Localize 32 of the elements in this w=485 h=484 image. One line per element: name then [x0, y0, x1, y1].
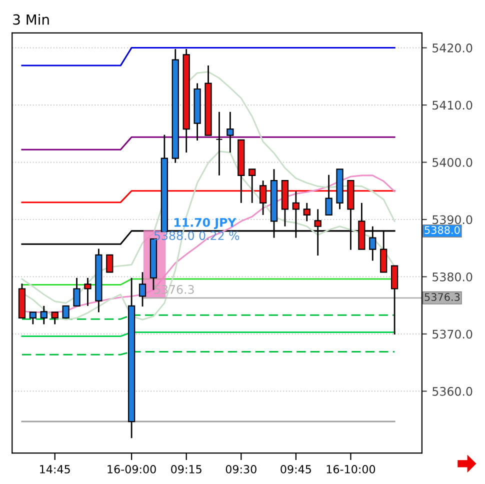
y-tick-label: 5360.0: [432, 386, 472, 396]
candlestick: [40, 305, 48, 325]
candlestick: [106, 254, 114, 273]
y-tick-label: 5410.0: [432, 100, 472, 110]
y-tick-label: 5370.0: [432, 330, 472, 339]
annotation: 11.70 JPY: [174, 218, 236, 230]
candlestick: [29, 312, 37, 325]
candlestick: [226, 111, 234, 154]
candlestick: [259, 180, 267, 216]
x-tick-label: 14:45: [40, 465, 70, 474]
ref-line-label: 5376.3: [424, 293, 460, 301]
candlestick: [73, 277, 80, 307]
chart-title: 3 Min: [13, 14, 49, 25]
candlestick: [325, 174, 332, 216]
y-tick-label: 5390.0: [432, 215, 472, 224]
y-tick-label: 5400.0: [432, 158, 472, 167]
candlestick: [62, 305, 70, 318]
candlestick: [248, 168, 256, 204]
x-tick-label: 09:45: [280, 465, 311, 474]
x-tick-label: 16-09:00: [108, 465, 156, 474]
candlestick: [303, 202, 310, 222]
candlestick: [51, 312, 58, 325]
y-tick-label: 5420.0: [432, 44, 472, 52]
x-tick-label: 09:15: [171, 465, 202, 474]
candlestick: [216, 111, 223, 176]
x-tick-label: 09:30: [226, 465, 256, 474]
y-tick-label: 5380.0: [432, 272, 472, 282]
candlestick: [390, 265, 398, 336]
x-tick-label: 16-10:00: [326, 465, 376, 474]
text: 5388.0: [424, 226, 460, 234]
candlestick: [138, 271, 146, 308]
candlestick: [84, 277, 92, 307]
